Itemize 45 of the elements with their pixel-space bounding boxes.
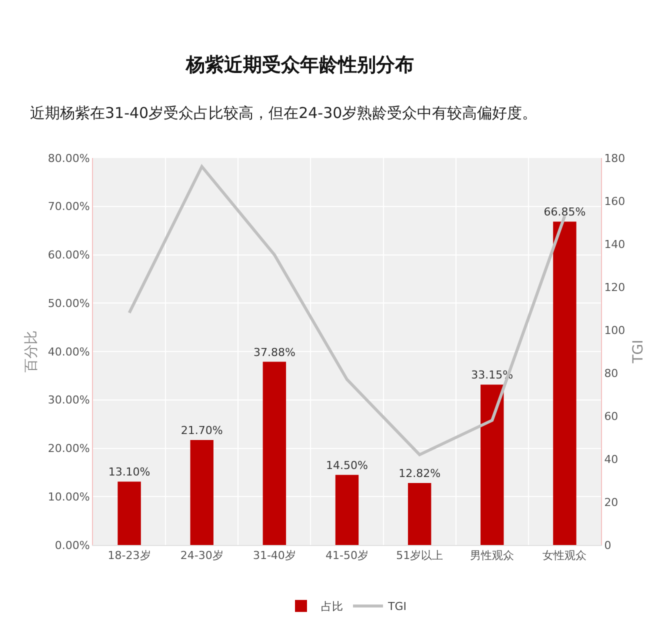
y-tick-label: 80.00% [48, 152, 90, 165]
bar [335, 474, 359, 545]
y2-tick-label: 40 [604, 452, 618, 466]
y2-tick-label: 120 [604, 280, 626, 294]
y2-tick-label: 180 [604, 152, 626, 165]
data-label: 13.10% [108, 466, 150, 479]
bar [553, 222, 576, 545]
y2-tick-label: 60 [604, 410, 618, 423]
bar [190, 440, 214, 545]
y2-tick-label: 0 [604, 538, 612, 552]
x-tick-label: 男性观众 [470, 549, 514, 562]
y-tick-label: 70.00% [48, 200, 90, 214]
y-tick-label: 30.00% [48, 394, 90, 407]
data-label: 14.50% [326, 458, 368, 472]
y-tick-label: 10.00% [48, 490, 90, 504]
x-tick-label: 24-30岁 [180, 549, 224, 562]
y2-tick-label: 160 [604, 194, 626, 208]
data-label: 21.70% [180, 424, 223, 438]
bar [118, 482, 141, 545]
y-tick-label: 60.00% [48, 248, 90, 262]
y2-tick-label: 80 [604, 366, 618, 380]
y2-tick-label: 20 [604, 496, 618, 509]
data-label: 37.88% [253, 346, 296, 359]
chart-subtitle: 近期杨紫在31-40岁受众占比较高，但在24-30岁熟龄受众中有较高偏好度。 [30, 104, 538, 123]
x-tick-label: 女性观众 [542, 549, 587, 562]
data-label: 66.85% [544, 206, 586, 219]
y-tick-label: 50.00% [48, 296, 90, 310]
data-label: 12.82% [398, 466, 441, 480]
y-axis-title: 百分比 [23, 330, 40, 372]
y2-tick-label: 140 [604, 238, 626, 251]
bar [480, 384, 504, 545]
y2-axis-title: TGI [630, 340, 646, 364]
y2-tick-label: 100 [604, 324, 626, 337]
x-tick-label: 18-23岁 [108, 549, 151, 562]
bar [408, 482, 432, 545]
chart-title: 杨紫近期受众年龄性别分布 [184, 53, 415, 78]
x-tick-label: 41-50岁 [326, 549, 368, 562]
y-tick-label: 20.00% [48, 442, 90, 456]
y-tick-label: 40.00% [48, 345, 90, 358]
y-tick-label: 0.00% [54, 538, 90, 552]
legend-label: 占比 [321, 600, 343, 614]
bar [262, 362, 286, 545]
legend-label: TGI [387, 600, 406, 614]
x-tick-label: 31-40岁 [252, 549, 296, 562]
x-tick-label: 51岁以上 [396, 549, 444, 562]
